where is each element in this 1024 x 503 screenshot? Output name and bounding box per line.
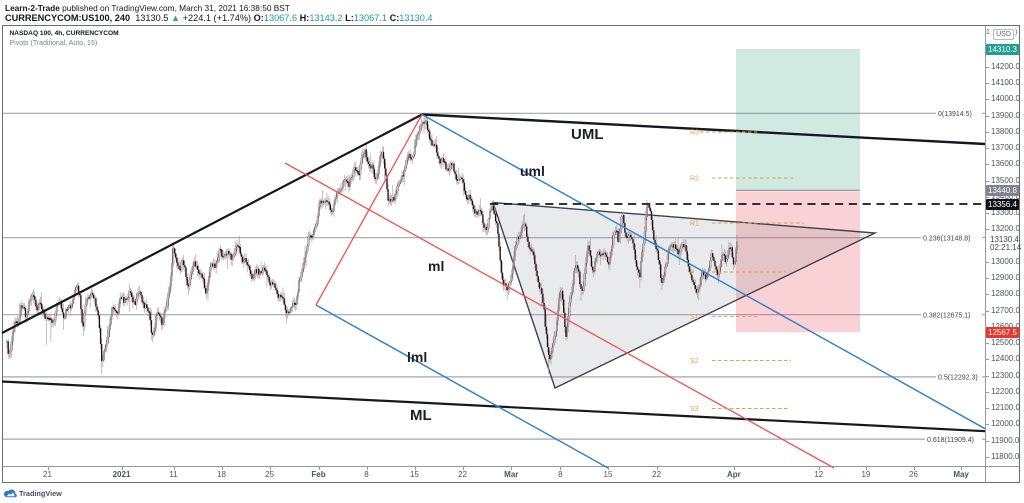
svg-text:lml: lml: [407, 349, 427, 365]
svg-text:0.236(13148.8): 0.236(13148.8): [923, 236, 970, 243]
svg-text:S2: S2: [690, 358, 699, 365]
svg-text:R1: R1: [690, 221, 699, 228]
svg-text:R3: R3: [690, 130, 699, 137]
svg-text:0.5(12292.3): 0.5(12292.3): [938, 375, 978, 382]
svg-text:uml: uml: [520, 163, 545, 179]
svg-text:R2: R2: [690, 176, 699, 183]
svg-text:P: P: [690, 270, 695, 277]
svg-text:0.618(11909.4): 0.618(11909.4): [927, 437, 974, 444]
svg-text:0(13914.5): 0(13914.5): [938, 111, 972, 118]
svg-text:ML: ML: [410, 407, 432, 424]
svg-text:S1: S1: [690, 314, 699, 321]
svg-text:UML: UML: [571, 126, 604, 143]
svg-text:0.382(12675.1): 0.382(12675.1): [923, 313, 970, 320]
svg-text:S3: S3: [690, 406, 699, 413]
svg-text:ml: ml: [428, 258, 444, 274]
